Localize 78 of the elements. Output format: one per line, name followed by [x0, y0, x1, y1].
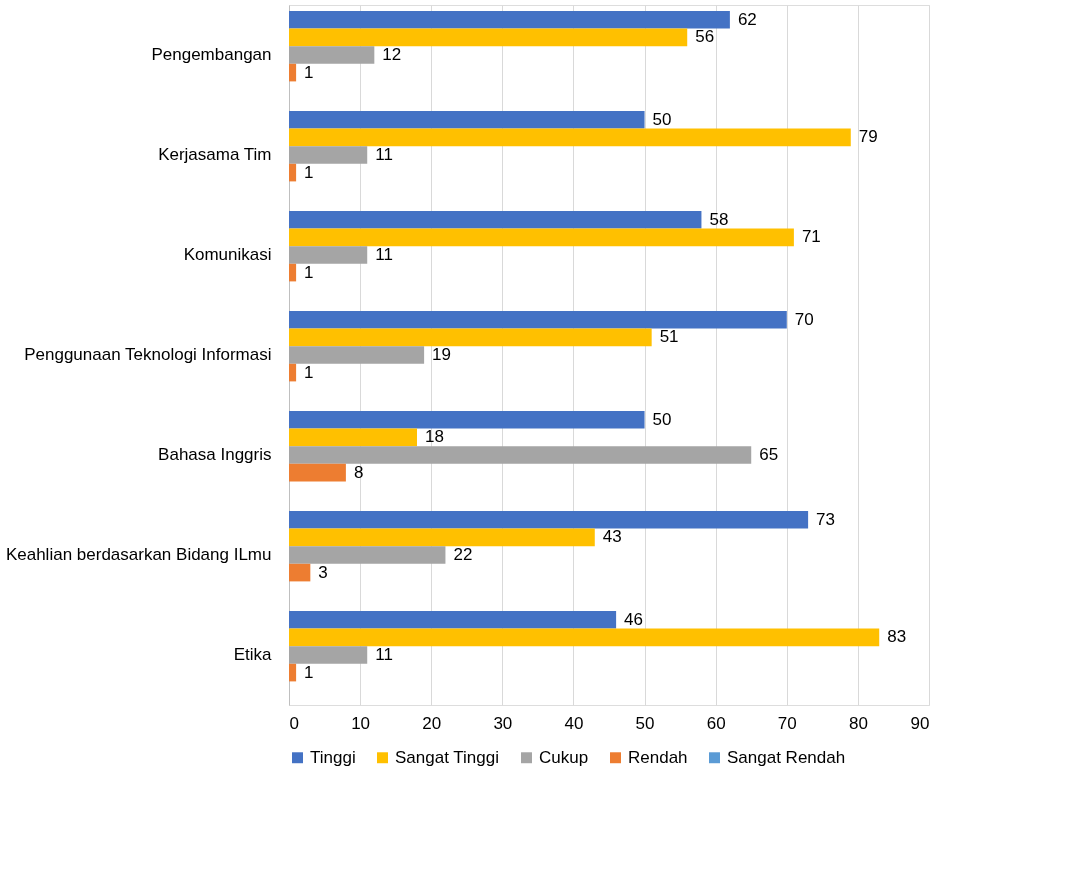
bar: [289, 611, 617, 629]
bar: [289, 563, 311, 582]
data-label: 1: [304, 262, 314, 282]
bar: [289, 163, 297, 182]
bar: [289, 11, 730, 29]
data-label: 73: [816, 509, 836, 529]
data-label: 1: [304, 662, 314, 682]
y-tick-label: Kerjasama Tim: [158, 145, 272, 164]
x-tick-label: 70: [777, 713, 797, 733]
bar: [289, 428, 417, 447]
bar: [289, 546, 446, 564]
data-label: 11: [375, 145, 393, 164]
bar: [289, 411, 645, 429]
data-label: 46: [624, 609, 644, 629]
data-label: 1: [304, 62, 314, 82]
data-label: 11: [375, 245, 393, 264]
data-label: 18: [425, 427, 444, 447]
bar: [289, 146, 368, 164]
y-tick-label: Pengembangan: [151, 45, 272, 64]
bar: [289, 446, 752, 464]
data-label: 83: [887, 627, 907, 647]
legend-label: Sangat Rendah: [727, 747, 846, 767]
bar: [289, 111, 645, 129]
x-tick-label: 80: [848, 713, 868, 733]
y-tick-label: Etika: [233, 645, 273, 664]
bar: [289, 463, 346, 482]
data-label: 43: [602, 527, 622, 547]
x-tick-label: 10: [351, 713, 371, 733]
bar: [289, 328, 652, 347]
bar: [289, 246, 368, 264]
bar: [289, 28, 688, 47]
x-tick-label: 50: [635, 713, 655, 733]
bar: [289, 211, 702, 229]
bar: [289, 663, 297, 682]
x-tick-label: 90: [910, 713, 930, 733]
data-label: 71: [801, 227, 821, 247]
bar: [289, 363, 297, 382]
data-label: 3: [318, 562, 328, 582]
legend-label: Cukup: [539, 747, 589, 767]
y-tick-label: Bahasa Inggris: [158, 445, 272, 464]
legend-label: Rendah: [628, 747, 688, 767]
data-label: 56: [695, 27, 715, 47]
bar: [289, 128, 851, 147]
data-label: 8: [353, 462, 364, 482]
y-tick-label: Keahlian berdasarkan Bidang ILmu: [5, 545, 272, 564]
x-tick-label: 0: [289, 713, 299, 733]
data-label: 58: [709, 209, 729, 229]
bar: [289, 228, 794, 247]
data-label: 50: [652, 409, 672, 429]
x-tick-label: 20: [422, 713, 442, 733]
data-label: 51: [659, 327, 679, 347]
bar: [289, 346, 425, 364]
bar: [289, 311, 787, 329]
data-label: 70: [794, 309, 814, 329]
y-tick-label: Penggunaan Teknologi Informasi: [24, 345, 272, 364]
legend-label: Sangat Tinggi: [395, 747, 499, 767]
bar: [289, 528, 595, 547]
data-label: 19: [432, 345, 452, 364]
bar: [289, 63, 297, 82]
data-label: 11: [375, 645, 393, 664]
data-label: 12: [382, 45, 402, 64]
bar: [289, 46, 375, 64]
data-label: 22: [453, 545, 473, 564]
x-tick-label: 60: [706, 713, 726, 733]
data-label: 1: [304, 162, 314, 182]
x-tick-label: 40: [564, 713, 584, 733]
x-tick-label: 30: [493, 713, 513, 733]
legend-label: Tinggi: [310, 747, 356, 767]
data-label: 1: [304, 362, 314, 382]
data-label: 62: [737, 9, 757, 29]
bar: [289, 646, 368, 664]
data-label: 79: [858, 127, 878, 147]
bar: [289, 511, 809, 529]
data-label: 50: [652, 109, 672, 129]
data-label: 65: [759, 445, 779, 464]
y-tick-label: Komunikasi: [183, 245, 272, 264]
bar: [289, 628, 880, 647]
bar: [289, 263, 297, 282]
